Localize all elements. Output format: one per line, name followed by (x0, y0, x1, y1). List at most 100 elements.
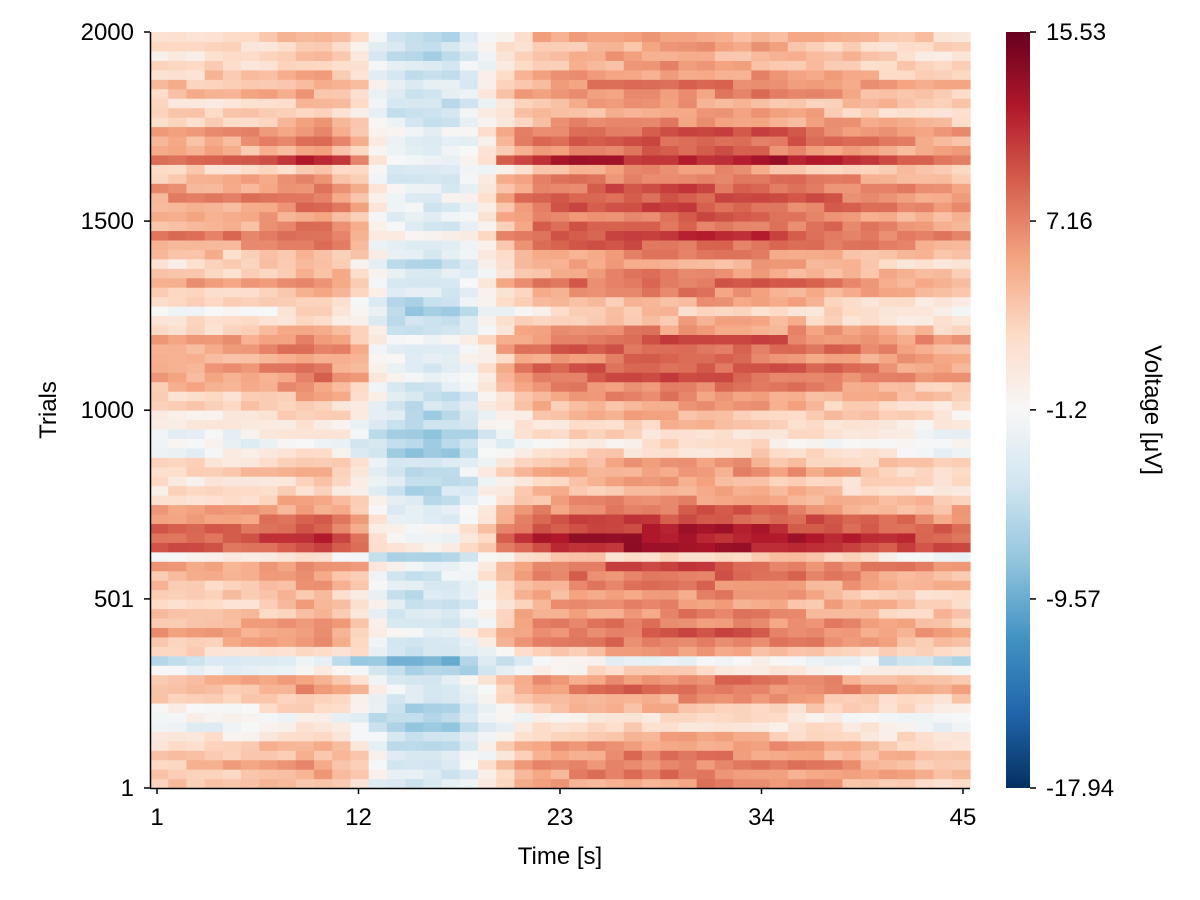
heatmap-cell (569, 372, 588, 383)
heatmap-cell (842, 230, 862, 241)
heatmap-cell (441, 674, 461, 685)
heatmap-cell (168, 617, 188, 628)
heatmap-cell (824, 419, 844, 430)
heatmap-cell (751, 551, 771, 562)
heatmap-cell (769, 239, 789, 250)
heatmap-cell (532, 50, 552, 61)
heatmap-cell (915, 513, 935, 524)
heatmap-cell (532, 438, 552, 449)
heatmap-cell (842, 712, 862, 723)
heatmap-cell (514, 296, 534, 307)
heatmap-cell (860, 513, 880, 524)
heatmap-cell (478, 721, 497, 732)
heatmap-cell (587, 164, 607, 175)
heatmap-cell (459, 315, 479, 326)
heatmap-cell (714, 107, 734, 118)
heatmap-cell (587, 750, 607, 761)
heatmap-cell (897, 50, 916, 61)
heatmap-cell (733, 230, 752, 241)
heatmap-cell (733, 712, 752, 723)
heatmap-cell (806, 343, 825, 354)
heatmap-cell (150, 759, 169, 770)
heatmap-cell (441, 221, 461, 232)
heatmap-cell (295, 126, 315, 137)
heatmap-cell (259, 154, 279, 165)
heatmap-cell (478, 457, 497, 468)
heatmap-cell (459, 287, 479, 298)
heatmap-cell (532, 721, 552, 732)
heatmap-cell (806, 636, 825, 647)
heatmap-cell (860, 107, 880, 118)
heatmap-cell (423, 154, 443, 165)
heatmap-cell (806, 428, 825, 439)
heatmap-cell (368, 164, 388, 175)
heatmap-cell (386, 211, 406, 222)
heatmap-cell (678, 513, 698, 524)
heatmap-cell (842, 50, 862, 61)
heatmap-cell (168, 287, 188, 298)
heatmap-cell (405, 561, 424, 572)
heatmap-cell (514, 589, 534, 600)
heatmap-cell (186, 750, 206, 761)
heatmap-cell (259, 485, 279, 496)
heatmap-cell (550, 419, 570, 430)
heatmap-cell (368, 362, 388, 373)
heatmap-cell (769, 391, 789, 402)
heatmap-cell (186, 702, 206, 713)
heatmap-cell (860, 211, 880, 222)
heatmap-cell (751, 268, 771, 279)
heatmap-cell (733, 702, 752, 713)
heatmap-cell (222, 438, 242, 449)
heatmap-cell (587, 202, 607, 213)
heatmap-cell (897, 324, 916, 335)
heatmap-cell (386, 419, 406, 430)
heatmap-cell (733, 693, 752, 704)
heatmap-cell (496, 513, 516, 524)
heatmap-cell (696, 731, 716, 742)
heatmap-cell (678, 50, 698, 61)
heatmap-cell (587, 296, 607, 307)
heatmap-cell (532, 712, 552, 723)
heatmap-cell (897, 362, 916, 373)
heatmap-cell (897, 655, 916, 666)
heatmap-cell (314, 60, 333, 71)
heatmap-cell (514, 731, 534, 742)
heatmap-cell (405, 268, 424, 279)
heatmap-cell (678, 249, 698, 260)
heatmap-cell (241, 655, 260, 666)
heatmap-cell (587, 306, 607, 317)
heatmap-cell (314, 50, 333, 61)
heatmap-cell (569, 50, 588, 61)
heatmap-cell (806, 173, 825, 184)
heatmap-cell (678, 324, 698, 335)
heatmap-cell (423, 230, 443, 241)
heatmap-cell (897, 381, 916, 392)
heatmap-cell (569, 447, 588, 458)
heatmap-cell (222, 778, 242, 789)
heatmap-cell (423, 570, 443, 581)
heatmap-cell (150, 476, 169, 487)
heatmap-cell (842, 183, 862, 194)
heatmap-cell (951, 343, 971, 354)
heatmap-cell (241, 551, 260, 562)
heatmap-cell (806, 135, 825, 146)
heatmap-cell (714, 570, 734, 581)
heatmap-cell (733, 192, 752, 203)
heatmap-cell (423, 239, 443, 250)
heatmap-cell (751, 362, 771, 373)
heatmap-cell (806, 608, 825, 619)
heatmap-cell (550, 731, 570, 742)
colorbar-tick-label: 7.16 (1046, 208, 1093, 235)
heatmap-cell (350, 343, 370, 354)
heatmap-cell (878, 580, 898, 591)
heatmap-cell (441, 88, 461, 99)
heatmap-cell (660, 145, 680, 156)
heatmap-cell (514, 617, 534, 628)
heatmap-cell (441, 372, 461, 383)
heatmap-cell (696, 239, 716, 250)
heatmap-cell (714, 447, 734, 458)
heatmap-cell (751, 202, 771, 213)
heatmap-cell (824, 32, 844, 43)
heatmap-cell (368, 542, 388, 553)
heatmap-cell (824, 287, 844, 298)
